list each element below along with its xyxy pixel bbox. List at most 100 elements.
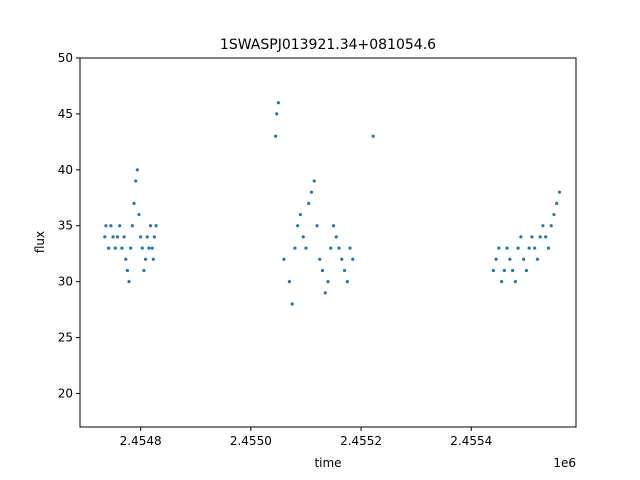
data-point (318, 257, 322, 261)
data-point (287, 280, 292, 284)
data-point (307, 201, 311, 205)
y-axis-ticks: 20 25 30 35 40 45 50 (58, 51, 80, 400)
data-point (282, 257, 286, 261)
data-point (524, 268, 529, 273)
data-point (124, 257, 128, 261)
data-point (530, 235, 534, 239)
y-axis-label: flux (33, 231, 47, 253)
y-tick-label: 45 (58, 107, 73, 121)
data-point (505, 246, 509, 250)
data-point (142, 268, 146, 273)
data-point (533, 246, 537, 250)
data-point (549, 224, 553, 228)
data-point (513, 280, 517, 284)
data-point (544, 235, 548, 239)
data-point (150, 246, 154, 250)
data-point (508, 257, 512, 261)
data-point (104, 224, 108, 228)
data-point (541, 224, 545, 228)
plot-frame (79, 57, 577, 428)
data-point (497, 246, 501, 250)
y-tick-label: 40 (58, 163, 73, 177)
data-point (552, 212, 556, 217)
data-point (109, 224, 113, 228)
data-point (348, 246, 352, 250)
data-point (301, 235, 305, 239)
data-point (519, 235, 523, 239)
chart-title: 1SWASPJ013921.34+081054.6 (220, 37, 436, 53)
data-point (502, 268, 506, 273)
data-point (538, 235, 542, 239)
data-point (511, 268, 515, 273)
data-point (113, 246, 117, 250)
data-point (115, 235, 120, 239)
data-point (345, 280, 349, 284)
data-point (522, 257, 526, 261)
data-point (148, 224, 153, 228)
x-tick-label: 2.4550 (230, 434, 272, 448)
data-point (494, 257, 498, 261)
data-point (298, 212, 303, 217)
y-tick-label: 50 (58, 51, 73, 65)
data-points (103, 101, 562, 306)
data-point (290, 302, 294, 306)
data-point (304, 246, 308, 250)
data-point (323, 291, 327, 295)
data-point (351, 257, 355, 261)
data-point (130, 224, 134, 228)
data-point (555, 201, 559, 205)
data-point (312, 179, 316, 183)
data-point (134, 179, 138, 183)
data-point (137, 212, 141, 217)
data-point (139, 235, 143, 239)
data-point (129, 246, 133, 250)
data-point (152, 235, 156, 239)
data-point (334, 235, 338, 239)
y-tick-label: 25 (58, 331, 73, 345)
data-point (331, 224, 336, 228)
data-point (535, 257, 540, 261)
data-point (546, 246, 551, 250)
data-point (276, 101, 280, 105)
data-point (342, 268, 347, 273)
x-tick-label: 2.4548 (120, 434, 162, 448)
data-point (122, 235, 126, 239)
data-point (275, 112, 279, 116)
data-point (145, 235, 149, 239)
x-axis-label: time (314, 456, 341, 470)
data-point (320, 268, 325, 273)
data-point (296, 224, 300, 228)
data-point (147, 246, 151, 250)
data-point (107, 246, 111, 250)
data-point (340, 257, 344, 261)
data-point (118, 224, 122, 228)
x-tick-label: 2.4552 (340, 434, 382, 448)
data-point (135, 168, 139, 172)
x-axis-ticks: 2.4548 2.4550 2.4552 2.4554 (120, 427, 492, 448)
data-point (491, 268, 495, 273)
data-point (527, 246, 531, 250)
data-point (329, 246, 333, 250)
data-point (154, 224, 158, 228)
data-point (315, 224, 319, 228)
y-tick-label: 30 (58, 275, 73, 289)
y-tick-label: 20 (58, 386, 73, 400)
data-point (151, 257, 155, 261)
data-point (125, 268, 129, 273)
data-point (293, 246, 297, 250)
data-point (140, 246, 144, 250)
y-tick-label: 35 (58, 219, 73, 233)
data-point (337, 246, 341, 250)
data-point (557, 190, 562, 194)
data-point (371, 134, 375, 138)
data-point (143, 257, 148, 261)
data-point (132, 201, 136, 205)
data-point (120, 246, 124, 250)
x-axis-offset-label: 1e6 (553, 456, 576, 470)
x-tick-label: 2.4554 (450, 434, 492, 448)
data-point (500, 280, 504, 284)
data-point (127, 280, 131, 284)
data-point (103, 235, 107, 239)
data-point (111, 235, 115, 239)
